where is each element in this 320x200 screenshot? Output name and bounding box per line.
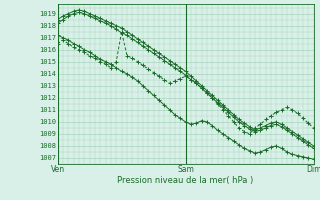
X-axis label: Pression niveau de la mer( hPa ): Pression niveau de la mer( hPa ) <box>117 176 254 185</box>
